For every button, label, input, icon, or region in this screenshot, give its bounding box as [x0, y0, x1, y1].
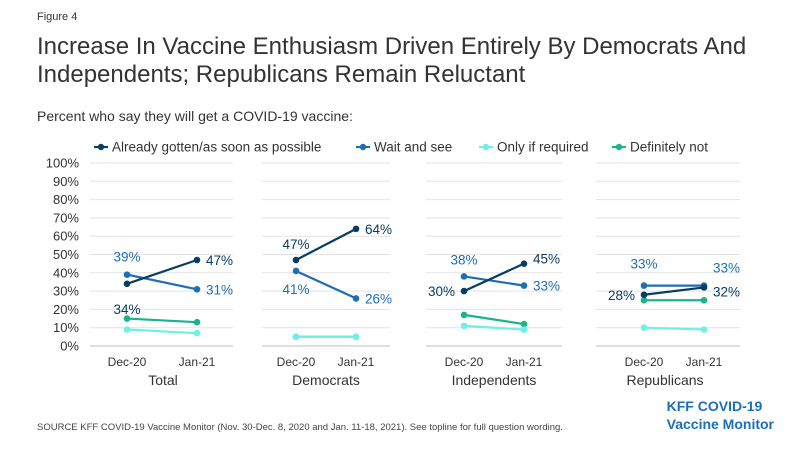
data-point: [460, 322, 468, 330]
data-point: [460, 311, 468, 319]
data-point: [352, 295, 360, 302]
data-point: [193, 256, 201, 264]
page-title: Increase In Vaccine Enthusiasm Driven En…: [37, 33, 747, 88]
data-point: [292, 256, 300, 264]
series-line: [463, 313, 525, 326]
data-point: [352, 333, 360, 341]
data-label: 47%: [206, 253, 233, 268]
data-point: [520, 326, 528, 333]
x-tick-label: Jan-21: [338, 355, 375, 369]
x-tick-label: Jan-21: [506, 355, 543, 369]
data-point: [520, 260, 528, 267]
data-point: [193, 285, 201, 293]
y-tick-label: 100%: [46, 156, 80, 171]
y-tick-label: 70%: [53, 210, 79, 225]
chart-subtitle: Percent who say they will get a COVID-19…: [37, 108, 353, 124]
data-label: 47%: [282, 237, 309, 252]
panel-label: Independents: [452, 372, 537, 388]
y-tick-label: 30%: [53, 284, 79, 299]
data-point: [123, 326, 131, 333]
x-tick-label: Dec-20: [277, 355, 316, 369]
brand-logo: KFF COVID-19 Vaccine Monitor: [667, 397, 774, 433]
series-line: [643, 286, 705, 296]
data-point: [460, 287, 468, 295]
panel-label: Total: [148, 372, 178, 388]
data-label: 39%: [113, 250, 140, 265]
data-point: [700, 284, 708, 291]
legend-item-label: Wait and see: [374, 140, 452, 155]
series-line: [126, 258, 198, 285]
brand-line-2: Vaccine Monitor: [666, 416, 774, 432]
data-label: 33%: [713, 261, 740, 276]
source-note: SOURCE KFF COVID-19 Vaccine Monitor (Nov…: [37, 422, 563, 433]
data-label: 34%: [113, 302, 140, 317]
series-line: [463, 275, 525, 287]
data-point: [460, 273, 468, 280]
data-label: 41%: [282, 282, 309, 297]
series-line: [295, 269, 357, 300]
x-tick-label: Jan-21: [686, 355, 723, 369]
y-tick-label: 80%: [53, 192, 79, 207]
series-line: [643, 326, 705, 331]
data-point: [700, 326, 708, 333]
data-label: 38%: [450, 252, 477, 267]
data-point: [640, 282, 648, 289]
data-point: [520, 320, 528, 328]
series-line: [126, 317, 198, 324]
y-tick-label: 40%: [53, 265, 79, 280]
legend-swatch-marker: [482, 143, 490, 151]
data-label: 28%: [608, 288, 635, 303]
panel-label: Republicans: [626, 372, 703, 388]
y-tick-label: 60%: [53, 229, 79, 244]
x-tick-label: Dec-20: [445, 355, 484, 369]
data-label: 26%: [365, 291, 392, 306]
data-point: [123, 280, 131, 288]
series-line: [463, 262, 525, 293]
y-tick-label: 0%: [60, 339, 79, 354]
series-line: [126, 273, 198, 291]
data-point: [640, 324, 648, 332]
data-label: 31%: [206, 282, 233, 297]
data-point: [640, 291, 648, 299]
y-tick-label: 90%: [53, 174, 79, 189]
data-point: [292, 333, 300, 341]
data-label: 33%: [533, 279, 560, 294]
legend-swatch-marker: [97, 143, 105, 151]
data-point: [700, 296, 708, 304]
legend-swatch-marker: [359, 143, 367, 151]
data-label: 30%: [428, 284, 455, 299]
x-tick-label: Jan-21: [179, 355, 216, 369]
chart: 0% 10% 20% 30% 40% 50% 60% 70% 80% 90% 100% Already…: [46, 140, 740, 389]
series-line: [295, 227, 357, 261]
legend-item-label: Only if required: [497, 140, 589, 155]
series-line: [126, 328, 198, 335]
x-tick-label: Dec-20: [625, 355, 664, 369]
y-tick-label: 20%: [53, 302, 79, 317]
data-point: [123, 315, 131, 322]
panel-label: Democrats: [292, 372, 360, 388]
legend-item-label: Already gotten/as soon as possible: [112, 140, 321, 155]
data-point: [123, 271, 131, 278]
series-line: [463, 324, 525, 331]
data-label: 45%: [533, 252, 560, 267]
legend-swatch-marker: [615, 143, 623, 151]
data-point: [640, 296, 648, 304]
y-tick-label: 10%: [53, 320, 79, 335]
data-label: 64%: [365, 222, 392, 237]
data-point: [292, 267, 300, 275]
y-tick-label: 50%: [53, 247, 79, 262]
data-point: [193, 329, 201, 337]
data-label: 33%: [630, 257, 657, 272]
legend-item-label: Definitely not: [630, 140, 708, 155]
data-point: [352, 225, 360, 233]
figure-label: Figure 4: [37, 11, 78, 23]
brand-line-1: KFF COVID-19: [666, 398, 763, 414]
data-point: [193, 318, 201, 326]
data-point: [520, 282, 528, 289]
x-tick-label: Dec-20: [108, 355, 147, 369]
data-label: 32%: [713, 284, 740, 299]
